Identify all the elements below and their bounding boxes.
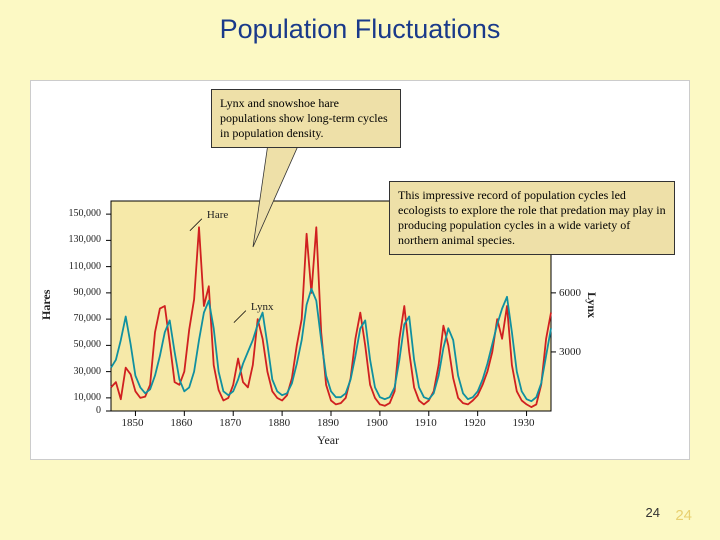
- series-label-lynx: Lynx: [251, 301, 274, 313]
- y-left-tick-label: 50,000: [74, 339, 102, 350]
- y-left-tick-label: 110,000: [69, 261, 101, 272]
- x-tick-label: 1900: [366, 417, 388, 429]
- callout-top: Lynx and snowshoe hare populations show …: [211, 89, 401, 148]
- series-label-hare: Hare: [207, 209, 228, 221]
- y-left-tick-label: 0: [96, 405, 101, 416]
- y-right-tick-label: 3000: [559, 346, 581, 358]
- y-left-tick-label: 90,000: [74, 287, 102, 298]
- y-right-tick-label: 6000: [559, 287, 581, 299]
- y-right-axis-label: Lynx: [584, 292, 599, 318]
- x-tick-label: 1910: [415, 417, 437, 429]
- x-tick-label: 1850: [121, 417, 143, 429]
- y-left-axis-label: Hares: [39, 290, 54, 320]
- figure-panel: 1850 1860 1870 1880 1890 1900 1910 1920 1930 Year…: [30, 80, 690, 460]
- page-number: 24: [646, 505, 660, 520]
- y-left-tick-label: 10,000: [74, 392, 102, 403]
- x-tick-label: 1930: [513, 417, 535, 429]
- x-tick-label: 1890: [317, 417, 339, 429]
- callout-right: This impressive record of population cyc…: [389, 181, 675, 255]
- y-left-tick-label: 30,000: [74, 366, 102, 377]
- y-left-tick-label: 70,000: [74, 313, 102, 324]
- x-tick-label: 1880: [268, 417, 290, 429]
- y-left-tick-label: 130,000: [69, 234, 102, 245]
- x-axis-label: Year: [317, 433, 339, 448]
- x-tick-label: 1870: [219, 417, 241, 429]
- y-left-tick-label: 150,000: [69, 208, 102, 219]
- x-tick-label: 1920: [464, 417, 486, 429]
- page-number-shadow: 24: [675, 507, 692, 524]
- slide-title: Population Fluctuations: [0, 14, 720, 45]
- x-tick-label: 1860: [170, 417, 192, 429]
